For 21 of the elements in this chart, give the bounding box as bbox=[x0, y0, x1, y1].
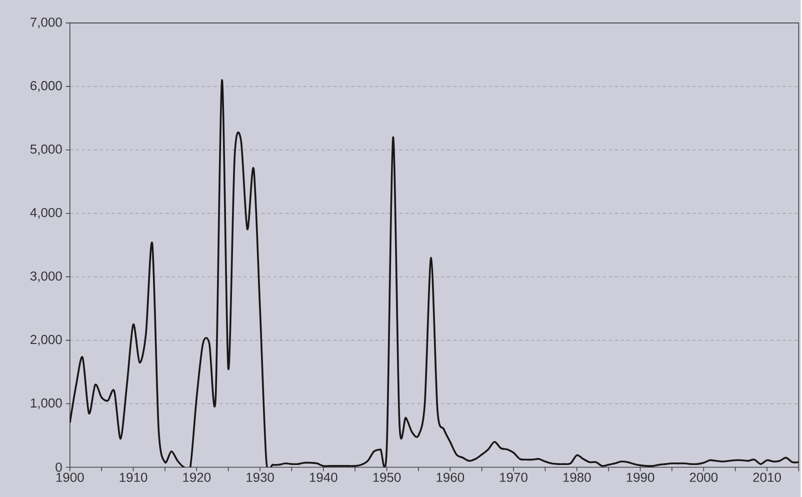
x-tick-label: 1960 bbox=[436, 472, 464, 482]
y-tick-label: 1,000 bbox=[30, 398, 62, 410]
x-tick-label: 2000 bbox=[690, 472, 718, 482]
x-tick-label: 1970 bbox=[500, 472, 528, 482]
x-tick-label: 1980 bbox=[563, 472, 591, 482]
y-tick-label: 3,000 bbox=[30, 271, 62, 282]
x-tick-label: 2010 bbox=[753, 472, 781, 482]
x-tick-label: 1940 bbox=[310, 472, 338, 482]
x-tick-label: 1900 bbox=[56, 472, 84, 482]
y-tick-label: 7,000 bbox=[30, 18, 62, 28]
x-tick-label: 1930 bbox=[246, 472, 274, 482]
y-tick-label: 2,000 bbox=[30, 334, 62, 346]
x-tick-label: 1990 bbox=[626, 472, 654, 482]
y-tick-label: 5,000 bbox=[30, 144, 62, 156]
x-tick-label: 1950 bbox=[373, 472, 401, 482]
y-tick-label: 0 bbox=[56, 462, 62, 472]
line-series bbox=[70, 79, 799, 468]
y-tick-label: 6,000 bbox=[30, 80, 62, 92]
y-tick-label: 4,000 bbox=[30, 208, 62, 219]
x-tick-label: 1920 bbox=[183, 472, 211, 482]
x-tick-label: 1910 bbox=[120, 472, 148, 482]
